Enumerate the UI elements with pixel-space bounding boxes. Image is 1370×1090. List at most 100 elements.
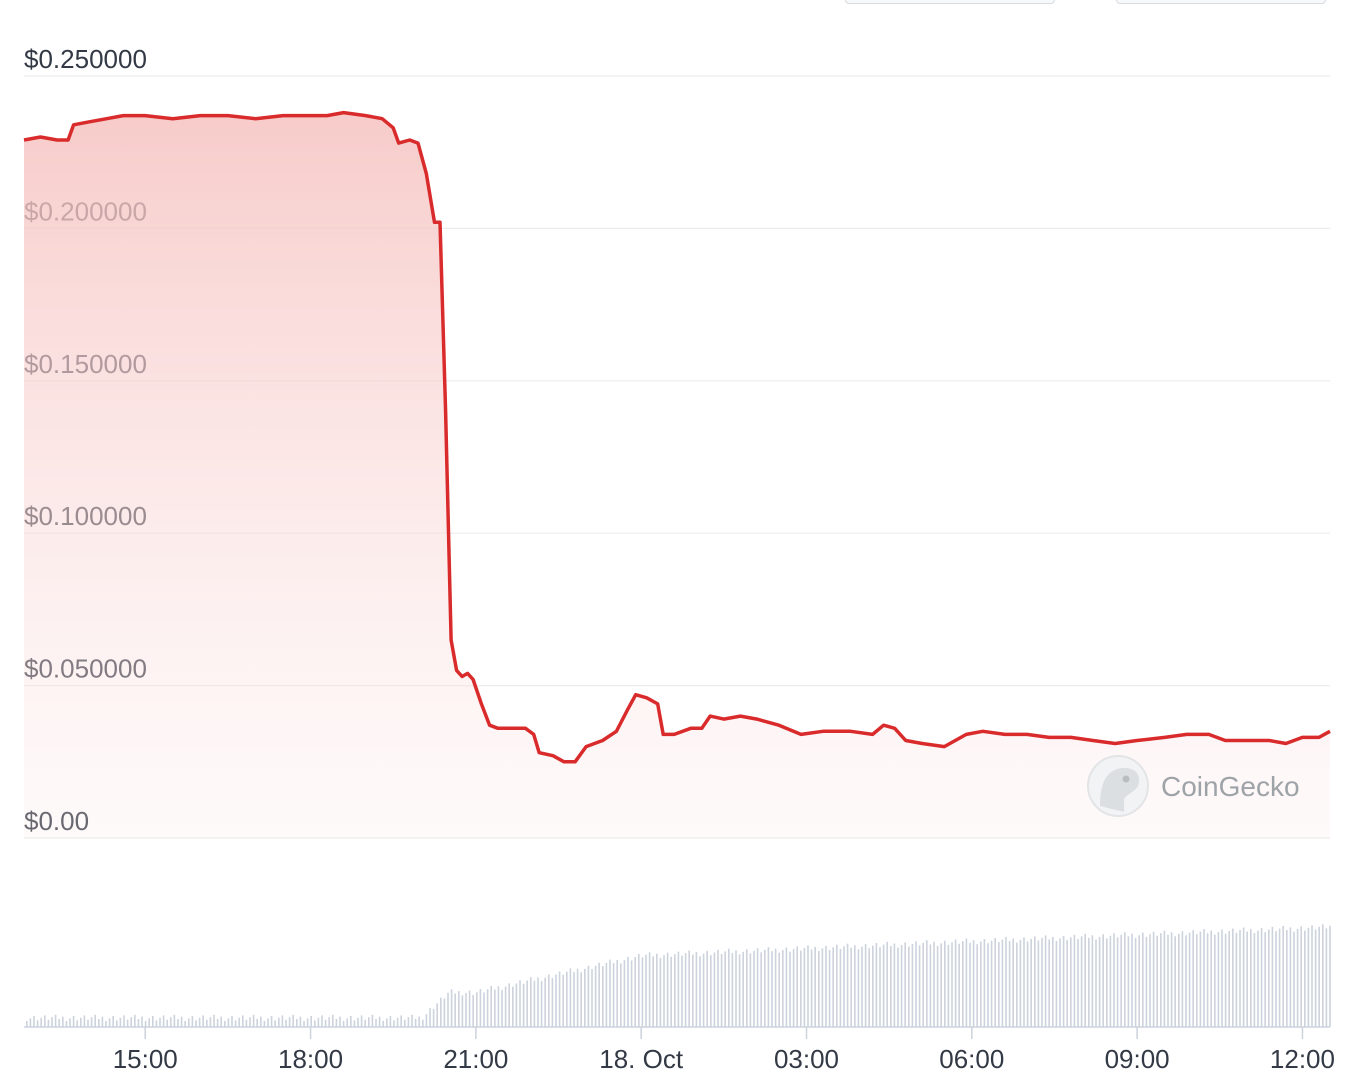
volume-bar	[1044, 935, 1047, 1027]
volume-bar	[846, 943, 849, 1027]
volume-bar	[321, 1015, 323, 1027]
volume-bar	[411, 1014, 413, 1027]
volume-bar	[584, 968, 586, 1027]
volume-bar	[1120, 934, 1122, 1027]
volume-bar	[166, 1019, 168, 1027]
volume-bar	[1322, 924, 1324, 1027]
volume-bar	[652, 956, 654, 1027]
volume-bar	[1055, 941, 1058, 1027]
volume-bar	[573, 971, 575, 1027]
volume-bar	[382, 1020, 384, 1027]
volume-bar	[432, 1009, 435, 1027]
volume-bar	[947, 944, 950, 1027]
volume-bar	[112, 1016, 114, 1027]
volume-bar	[569, 968, 572, 1027]
volume-bar	[1091, 935, 1094, 1027]
volume-bar	[209, 1017, 212, 1027]
volume-bar	[832, 947, 834, 1027]
volume-bar	[137, 1019, 140, 1027]
x-tick-label: 21:00	[443, 1044, 508, 1074]
volume-bar	[771, 951, 773, 1027]
volume-bar	[998, 942, 1000, 1027]
volume-bar	[1098, 936, 1101, 1027]
volume-bar	[40, 1017, 42, 1027]
volume-bar	[148, 1018, 150, 1027]
volume-bar	[512, 986, 514, 1027]
volume-bar	[1156, 935, 1158, 1027]
volume-bar	[724, 951, 726, 1027]
volume-bar	[465, 992, 467, 1027]
volume-bar	[807, 945, 809, 1027]
volume-bar	[1246, 931, 1248, 1027]
volume-bar	[746, 949, 748, 1027]
volume-bar	[303, 1020, 305, 1027]
volume-bar	[26, 1020, 28, 1027]
volume-bar	[774, 948, 777, 1027]
volume-bar	[314, 1020, 316, 1027]
volume-bar	[173, 1014, 176, 1027]
volume-bar	[965, 938, 968, 1027]
volume-bar	[576, 968, 579, 1027]
volume-bar	[202, 1015, 204, 1027]
volume-bar	[468, 990, 471, 1027]
volume-bar	[220, 1016, 222, 1027]
volume-bar	[548, 974, 550, 1027]
volume-bar	[900, 945, 903, 1027]
volume-bar	[1210, 930, 1212, 1027]
volume-bar	[1070, 937, 1072, 1027]
volume-bar	[681, 955, 683, 1027]
volume-bar	[1012, 938, 1014, 1027]
volume-bar	[101, 1016, 104, 1027]
volume-bar	[1170, 932, 1173, 1027]
volume-bar	[544, 977, 546, 1027]
volume-bar	[908, 946, 910, 1027]
volume-bar	[429, 1008, 431, 1027]
volume-bar	[515, 983, 518, 1027]
volume-bar	[623, 960, 626, 1027]
volume-bar	[1019, 940, 1022, 1027]
volume-bar	[407, 1017, 410, 1027]
volume-bar	[944, 940, 946, 1027]
volume-bar	[922, 942, 924, 1027]
volume-bar	[810, 949, 813, 1027]
volume-bar	[324, 1019, 327, 1027]
volume-bar	[591, 969, 593, 1027]
volume-bar	[825, 945, 827, 1027]
volume-bar	[339, 1016, 341, 1027]
volume-bar	[1253, 933, 1256, 1027]
volume-bar	[94, 1014, 96, 1027]
volume-bar	[1026, 941, 1029, 1027]
volume-bar	[879, 947, 881, 1027]
volume-bar	[360, 1015, 363, 1027]
volume-bar	[501, 989, 503, 1027]
volume-bar	[738, 954, 741, 1027]
volume-bar	[645, 954, 647, 1027]
volume-bar	[263, 1020, 266, 1027]
volume-bar	[612, 963, 615, 1027]
volume-bar	[123, 1015, 125, 1027]
volume-bar	[436, 1003, 438, 1027]
volume-bar	[911, 943, 914, 1027]
x-tick-label: 15:00	[113, 1044, 178, 1074]
volume-bar	[126, 1019, 129, 1027]
volume-bar	[735, 950, 737, 1027]
volume-bar	[551, 977, 554, 1027]
volume-bar	[713, 952, 716, 1027]
volume-bar	[249, 1017, 251, 1027]
volume-bar	[440, 997, 442, 1027]
volume-bar	[1275, 931, 1277, 1027]
volume-bar	[108, 1018, 111, 1027]
volume-bar	[1314, 929, 1317, 1027]
volume-bar	[994, 938, 996, 1027]
volume-bar	[933, 941, 935, 1027]
volume-bar	[990, 940, 993, 1027]
volume-bar	[1300, 926, 1302, 1027]
volume-bar	[357, 1017, 359, 1027]
volume-bar	[170, 1017, 172, 1027]
volume-bar	[731, 952, 734, 1027]
volume-bar	[868, 948, 870, 1027]
volume-bar	[663, 955, 665, 1027]
volume-bar	[400, 1015, 402, 1027]
volume-bar	[195, 1020, 197, 1027]
volume-bar	[504, 986, 507, 1027]
